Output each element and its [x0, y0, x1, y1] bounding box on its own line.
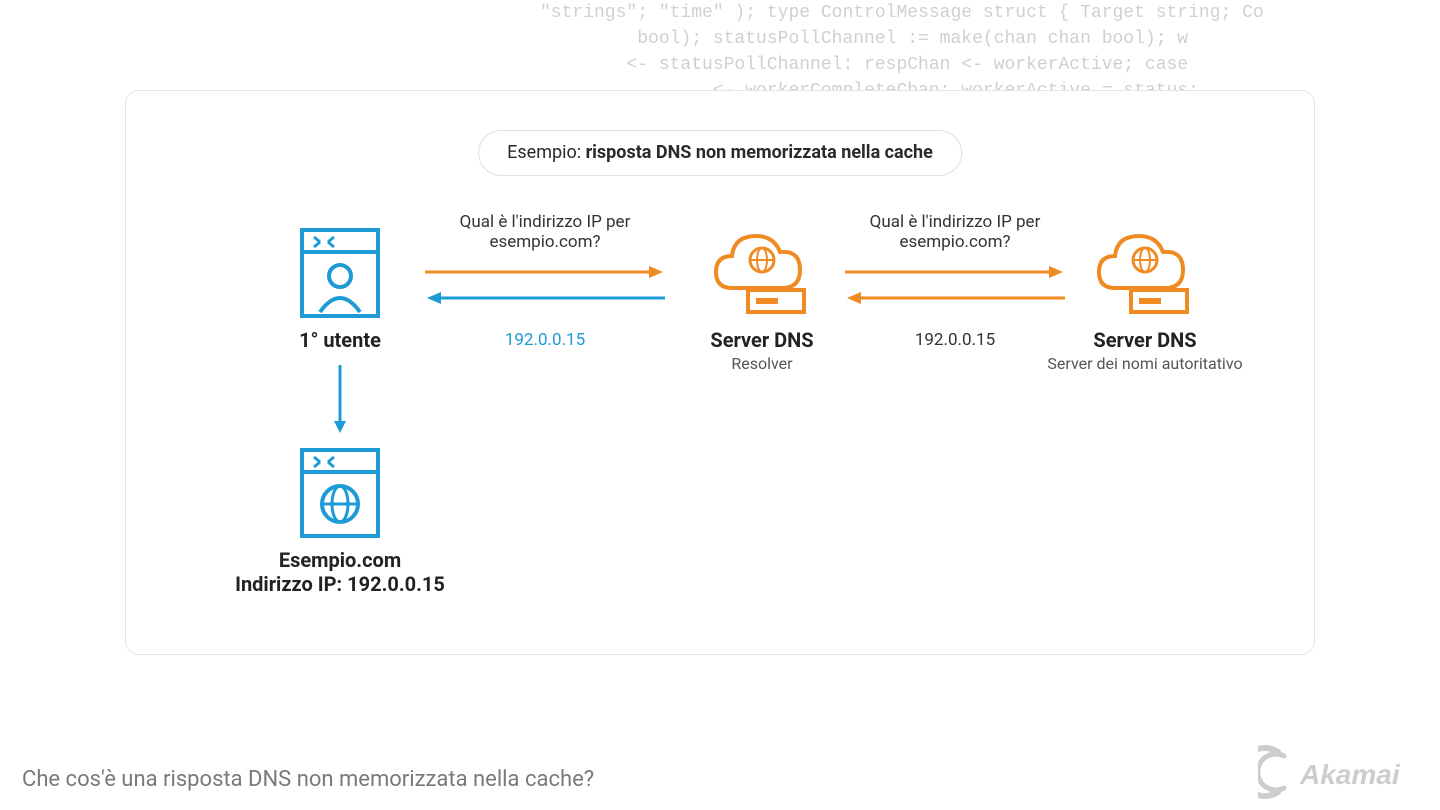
page-caption: Che cos'è una risposta DNS non memorizza… [22, 767, 594, 792]
user-browser-icon [300, 228, 380, 318]
response-1: 192.0.0.15 [430, 330, 660, 350]
site-label: Esempio.com [190, 548, 490, 572]
authoritative-cloud-icon [1095, 228, 1195, 318]
user-label: 1° utente [260, 328, 420, 352]
akamai-logo: Akamai [1258, 744, 1418, 800]
diagram-title: Esempio: risposta DNS non memorizzata ne… [478, 130, 962, 176]
site-ip: Indirizzo IP: 192.0.0.15 [190, 572, 490, 596]
node-user: 1° utente [300, 228, 380, 352]
title-bold: risposta DNS non memorizzata nella cache [586, 142, 933, 163]
title-prefix: Esempio: [507, 142, 585, 163]
node-site: Esempio.com Indirizzo IP: 192.0.0.15 [300, 448, 380, 596]
node-authoritative: Server DNS Server dei nomi autoritativo [1095, 228, 1195, 373]
node-resolver: Server DNS Resolver [712, 228, 812, 373]
arrows-user-resolver [425, 262, 665, 312]
site-browser-icon [300, 448, 380, 538]
resolver-sub: Resolver [662, 354, 862, 373]
response-2: 192.0.0.15 [840, 330, 1070, 350]
resolver-cloud-icon [712, 228, 812, 318]
arrow-user-to-site [333, 365, 347, 435]
auth-sub: Server dei nomi autoritativo [1015, 354, 1275, 373]
svg-text:Akamai: Akamai [1299, 759, 1401, 790]
arrows-resolver-auth [845, 262, 1065, 312]
question-2: Qual è l'indirizzo IP per esempio.com? [840, 212, 1070, 252]
resolver-label: Server DNS [662, 328, 862, 352]
question-1: Qual è l'indirizzo IP per esempio.com? [430, 212, 660, 252]
